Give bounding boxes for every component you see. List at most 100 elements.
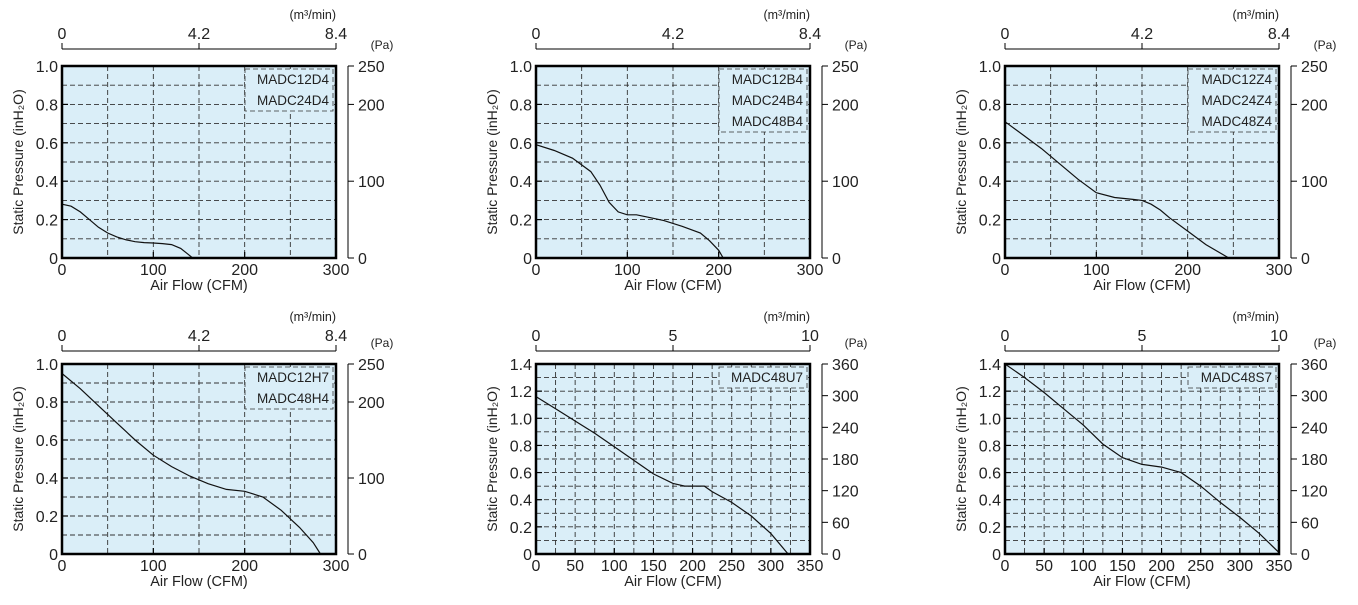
right-axis-unit: (Pa) (371, 38, 394, 52)
x-tick-label: 100 (1083, 262, 1110, 279)
y-axis-title: Static Pressure (inH₂O) (953, 89, 969, 234)
x-tick-label: 350 (1266, 558, 1293, 575)
y-tick-label: 0.6 (510, 136, 532, 153)
legend-box (1187, 68, 1277, 133)
right-tick-label: 250 (832, 59, 859, 76)
top-axis-unit: (m³/min) (289, 8, 336, 22)
right-tick-label: 0 (1301, 251, 1310, 268)
right-axis-unit: (Pa) (1314, 336, 1337, 350)
x-tick-label: 0 (532, 558, 541, 575)
top-tick-label: 0 (1001, 328, 1010, 345)
y-tick-label: 0.2 (510, 520, 532, 537)
fan-chart-5: MADC48U7 0 50 100 150 200 250 300 350 Air Flow (C… (474, 300, 889, 605)
y-tick-label: 0 (49, 251, 58, 268)
legend-box (718, 366, 808, 389)
right-tick-label: 0 (832, 251, 841, 268)
legend-model-label: MADC48Z4 (1201, 114, 1272, 129)
y-tick-label: 0.8 (979, 97, 1001, 114)
top-tick-label: 5 (669, 328, 678, 345)
y-axis-title: Static Pressure (inH₂O) (10, 89, 26, 234)
x-tick-label: 200 (231, 262, 258, 279)
x-tick-label: 300 (1266, 262, 1293, 279)
y-axis-title: Static Pressure (inH₂O) (484, 386, 500, 531)
top-axis-unit: (m³/min) (1232, 8, 1279, 22)
y-tick-label: 0.4 (979, 493, 1001, 510)
right-tick-label: 250 (358, 357, 385, 374)
y-tick-label: 0.8 (36, 395, 58, 412)
right-tick-label: 180 (1301, 452, 1328, 469)
right-tick-label: 120 (1301, 484, 1328, 501)
y-tick-label: 1.0 (979, 411, 1001, 428)
y-tick-label: 0 (992, 251, 1001, 268)
right-tick-label: 200 (1301, 97, 1328, 114)
x-tick-label: 0 (58, 558, 67, 575)
y-tick-label: 0.4 (979, 174, 1001, 191)
legend-model-label: MADC48S7 (1201, 370, 1272, 385)
x-tick-label: 300 (323, 558, 350, 575)
x-axis-title: Air Flow (CFM) (624, 278, 721, 294)
legend-model-label: MADC24Z4 (1201, 93, 1272, 108)
right-tick-label: 100 (358, 174, 385, 191)
top-tick-label: 8.4 (325, 328, 347, 345)
right-tick-label: 100 (832, 174, 859, 191)
y-tick-label: 0.4 (36, 471, 58, 488)
legend-model-label: MADC12Z4 (1201, 72, 1272, 87)
y-tick-label: 0.2 (36, 509, 58, 526)
top-axis-unit: (m³/min) (763, 8, 810, 22)
top-tick-label: 5 (1138, 328, 1147, 345)
y-tick-label: 1.0 (510, 411, 532, 428)
right-tick-label: 360 (832, 357, 859, 374)
right-tick-label: 180 (832, 452, 859, 469)
plot-frame (1003, 64, 1281, 260)
fan-chart-1: MADC12D4 MADC24D4 0 100 200 300 Air Flow (CFM)… (0, 0, 415, 305)
top-tick-label: 4.2 (188, 328, 210, 345)
y-tick-label: 0.2 (36, 213, 58, 230)
y-tick-label: 1.4 (510, 357, 532, 374)
x-tick-label: 250 (1187, 558, 1214, 575)
legend-model-label: MADC48B4 (732, 114, 804, 129)
x-tick-label: 200 (705, 262, 732, 279)
x-tick-label: 100 (601, 558, 628, 575)
x-tick-label: 0 (1001, 262, 1010, 279)
legend-model-label: MADC12H7 (257, 370, 329, 385)
right-tick-label: 250 (1301, 59, 1328, 76)
y-tick-label: 0.8 (36, 97, 58, 114)
performance-curve-line (1004, 363, 1280, 554)
x-tick-label: 300 (758, 558, 785, 575)
right-tick-label: 200 (358, 97, 385, 114)
top-tick-label: 0 (58, 26, 67, 43)
x-tick-label: 0 (532, 262, 541, 279)
top-tick-label: 10 (801, 328, 819, 345)
performance-curve-line (535, 144, 724, 259)
performance-curve-line (61, 203, 193, 259)
x-tick-label: 100 (1070, 558, 1097, 575)
x-tick-label: 300 (1227, 558, 1254, 575)
x-tick-label: 50 (1035, 558, 1053, 575)
plot-frame (534, 64, 812, 260)
legend-box (718, 68, 808, 133)
plot-frame (60, 362, 338, 556)
right-tick-label: 300 (1301, 389, 1328, 406)
y-tick-label: 1.0 (36, 59, 58, 76)
top-axis-unit: (m³/min) (289, 310, 336, 324)
y-tick-label: 1.0 (36, 357, 58, 374)
right-tick-label: 240 (1301, 420, 1328, 437)
top-tick-label: 4.2 (188, 26, 210, 43)
y-tick-label: 0 (992, 547, 1001, 564)
x-tick-label: 0 (1001, 558, 1010, 575)
plot-frame (534, 362, 812, 556)
top-tick-label: 4.2 (1131, 26, 1153, 43)
legend-box (244, 366, 334, 410)
x-tick-label: 250 (718, 558, 745, 575)
legend-box (244, 68, 334, 112)
x-tick-label: 100 (140, 558, 167, 575)
x-tick-label: 200 (1174, 262, 1201, 279)
fan-chart-svg: MADC12B4 MADC24B4 MADC48B4 0 100 200 300 Air Fl… (484, 8, 867, 294)
y-tick-label: 0 (523, 251, 532, 268)
performance-curve-line (535, 396, 789, 555)
legend-model-label: MADC12B4 (732, 72, 804, 87)
y-axis-title: Static Pressure (inH₂O) (484, 89, 500, 234)
fan-chart-svg: MADC12D4 MADC24D4 0 100 200 300 Air Flow (CFM)… (10, 8, 394, 294)
right-axis-unit: (Pa) (371, 336, 394, 350)
